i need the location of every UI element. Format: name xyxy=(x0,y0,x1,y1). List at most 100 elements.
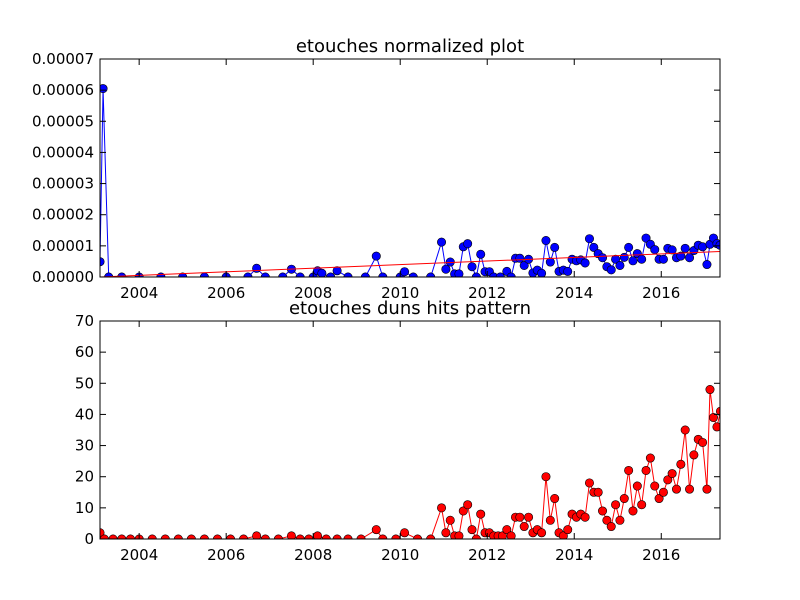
y-tick-label: 0.00006 xyxy=(32,81,94,99)
y-tick-label: 30 xyxy=(75,437,94,455)
data-point xyxy=(698,437,708,447)
data-point xyxy=(463,500,473,510)
x-tick-label: 2006 xyxy=(207,284,245,302)
data-point xyxy=(463,239,473,249)
y-tick-label: 0 xyxy=(84,530,94,548)
data-point xyxy=(641,233,651,243)
data-point xyxy=(741,339,749,347)
data-point xyxy=(467,525,477,535)
data-point xyxy=(708,413,718,423)
data-point xyxy=(563,525,573,535)
chart-normalized: etouches normalized plot 2004 2006 2008 2010… xyxy=(32,36,721,302)
y-tick-label: 60 xyxy=(75,343,94,361)
data-point xyxy=(702,260,712,270)
data-point xyxy=(550,494,560,504)
data-point xyxy=(537,268,547,277)
data-point xyxy=(641,465,651,475)
data-point xyxy=(705,385,715,395)
chart-title: etouches duns hits pattern xyxy=(289,298,531,319)
data-point xyxy=(730,438,738,446)
data-point xyxy=(598,506,608,516)
data-point xyxy=(712,422,720,432)
axes-frame xyxy=(99,320,721,540)
data-point xyxy=(317,268,327,277)
data-point xyxy=(667,245,677,255)
data-point xyxy=(458,506,468,516)
x-tick-label: 2010 xyxy=(381,284,419,302)
data-point xyxy=(541,236,551,246)
x-tick-label: 2008 xyxy=(294,546,332,564)
data-point xyxy=(598,253,608,263)
data-point xyxy=(584,478,594,488)
chart-duns-hits: etouches duns hits pattern 2004 2006 2008 20… xyxy=(75,298,759,564)
x-tick-label: 2014 xyxy=(555,546,593,564)
data-point xyxy=(400,528,410,538)
data-point xyxy=(628,506,638,516)
data-point xyxy=(637,254,647,264)
data-point xyxy=(476,249,486,259)
x-tick-label: 2004 xyxy=(120,546,158,564)
data-point xyxy=(580,258,590,268)
series-line xyxy=(100,250,720,277)
data-point xyxy=(685,484,695,494)
x-tick-label: 2016 xyxy=(642,546,680,564)
data-point xyxy=(437,237,447,247)
data-point xyxy=(445,515,455,525)
data-point xyxy=(252,263,262,273)
chart-title: etouches normalized plot xyxy=(296,36,524,57)
data-point xyxy=(624,465,634,475)
data-point xyxy=(252,531,262,539)
x-tick-label: 2012 xyxy=(468,546,506,564)
data-point xyxy=(563,266,573,276)
data-point xyxy=(286,531,296,539)
data-point xyxy=(715,406,720,416)
data-point xyxy=(734,401,742,409)
x-tick-label: 2012 xyxy=(468,284,506,302)
data-point xyxy=(545,515,555,525)
y-tick-label: 0.00003 xyxy=(32,175,94,193)
data-point xyxy=(680,243,690,253)
data-point xyxy=(371,251,381,261)
x-tick-label: 2014 xyxy=(555,284,593,302)
data-point xyxy=(637,500,647,510)
data-point xyxy=(519,260,529,270)
data-point xyxy=(606,265,616,275)
data-point xyxy=(663,475,673,485)
data-point xyxy=(593,487,603,497)
data-point xyxy=(606,522,616,532)
data-point xyxy=(400,267,410,277)
data-point xyxy=(454,269,464,277)
y-tick-label: 0.00007 xyxy=(32,50,94,68)
x-tick-label: 2010 xyxy=(381,546,419,564)
data-point xyxy=(506,531,516,539)
data-point xyxy=(589,242,599,252)
x-tick-label: 2004 xyxy=(120,284,158,302)
data-point xyxy=(667,469,677,479)
x-tick-label: 2016 xyxy=(642,284,680,302)
data-point xyxy=(611,254,621,264)
data-point xyxy=(645,453,655,463)
data-point xyxy=(658,254,668,264)
y-tick-label: 70 xyxy=(75,312,94,330)
data-point xyxy=(632,481,642,491)
data-point xyxy=(100,84,108,94)
data-point xyxy=(658,487,668,497)
plot-area xyxy=(100,84,720,277)
y-tick-label: 50 xyxy=(75,374,94,392)
data-point xyxy=(371,525,381,535)
data-point xyxy=(515,253,525,263)
data-point xyxy=(602,515,612,525)
data-point xyxy=(619,494,629,504)
data-point xyxy=(650,245,660,255)
data-point xyxy=(751,494,759,502)
data-point xyxy=(676,459,686,469)
data-point xyxy=(584,234,594,244)
data-point xyxy=(550,242,560,252)
data-point xyxy=(441,528,451,538)
data-point xyxy=(676,251,686,261)
y-tick-label: 0.00000 xyxy=(32,268,94,286)
data-point xyxy=(437,503,447,513)
series-line xyxy=(100,389,720,539)
data-point xyxy=(723,382,731,390)
